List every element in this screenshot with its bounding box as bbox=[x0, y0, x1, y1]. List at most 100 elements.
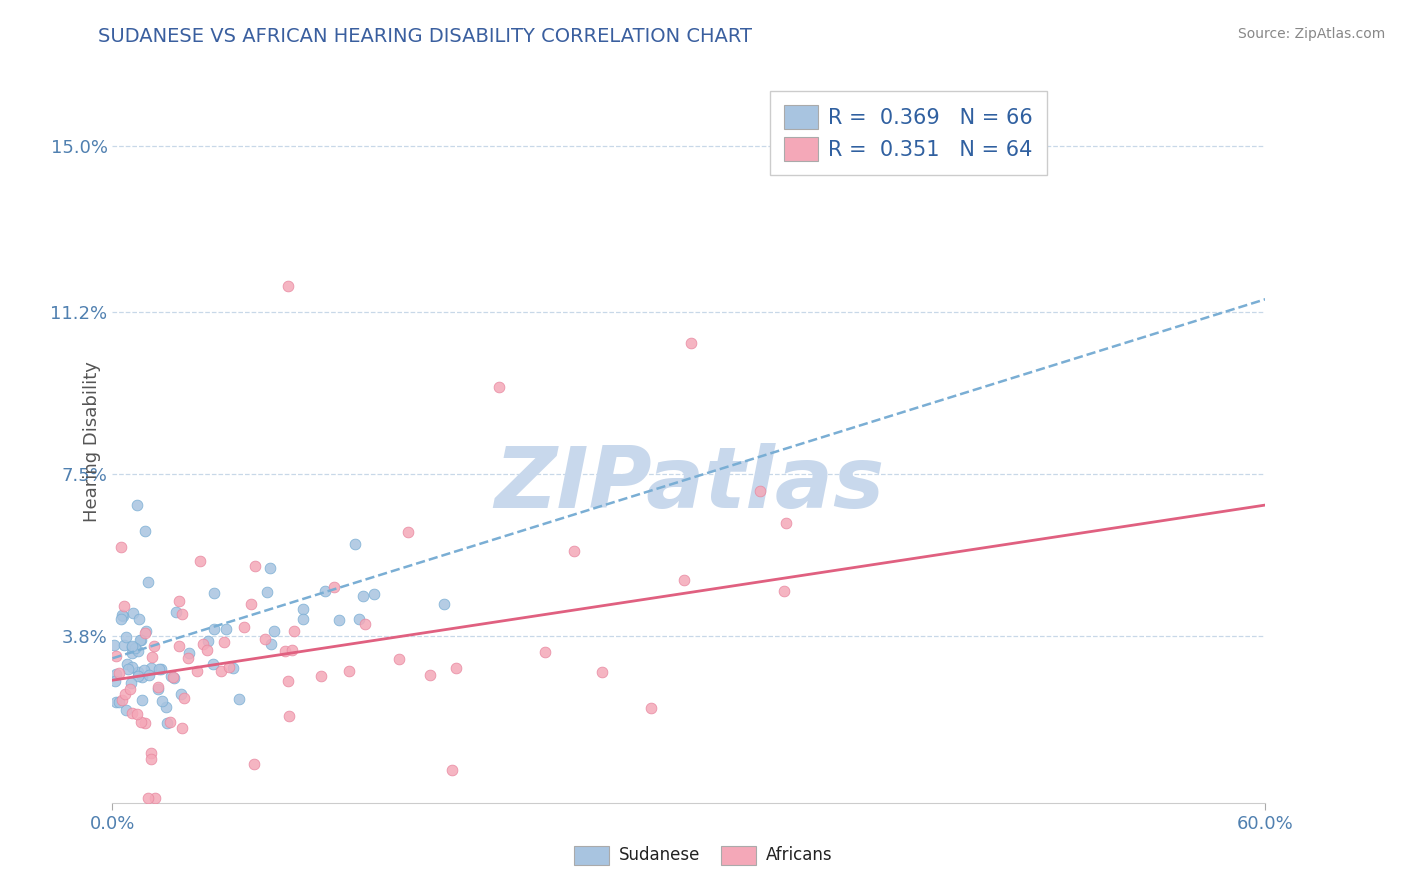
Point bbox=[110, 540, 132, 554]
Point bbox=[201, 657, 224, 671]
Point bbox=[253, 632, 276, 647]
Point bbox=[131, 670, 153, 684]
Point bbox=[107, 695, 129, 709]
Point bbox=[104, 673, 127, 688]
Point bbox=[640, 701, 662, 715]
Point bbox=[131, 693, 153, 707]
Point bbox=[143, 640, 166, 654]
Point bbox=[242, 757, 264, 772]
Point bbox=[148, 662, 170, 676]
Point bbox=[105, 649, 128, 664]
Point bbox=[160, 669, 183, 683]
Point bbox=[121, 646, 143, 660]
Point bbox=[121, 640, 143, 654]
Point bbox=[163, 671, 186, 685]
Point bbox=[679, 336, 702, 351]
Point bbox=[245, 559, 267, 574]
Point bbox=[191, 637, 214, 651]
Point bbox=[177, 651, 200, 665]
Point bbox=[135, 624, 157, 638]
Point bbox=[172, 607, 194, 621]
Point bbox=[114, 687, 136, 701]
Text: ZIPatlas: ZIPatlas bbox=[494, 443, 884, 526]
Point bbox=[127, 643, 149, 657]
Point bbox=[129, 633, 152, 648]
Point bbox=[103, 638, 125, 652]
Point bbox=[138, 668, 160, 682]
Point bbox=[127, 665, 149, 679]
Point bbox=[188, 554, 211, 568]
Point bbox=[388, 651, 411, 665]
Point bbox=[440, 763, 463, 777]
Point bbox=[283, 624, 305, 638]
Point bbox=[104, 695, 127, 709]
Point bbox=[167, 639, 190, 653]
Point bbox=[202, 622, 225, 636]
Point bbox=[263, 624, 285, 638]
Point bbox=[104, 666, 127, 681]
Point bbox=[155, 700, 177, 714]
Point bbox=[115, 630, 138, 644]
Point bbox=[214, 622, 236, 636]
Point bbox=[281, 643, 304, 657]
Point bbox=[323, 580, 346, 594]
Point bbox=[363, 587, 385, 601]
Point bbox=[141, 660, 163, 674]
Point bbox=[121, 659, 143, 673]
Point bbox=[170, 687, 193, 701]
Point bbox=[150, 694, 173, 708]
Point bbox=[354, 617, 377, 632]
Point bbox=[129, 633, 152, 648]
Point bbox=[314, 583, 336, 598]
Point bbox=[138, 575, 160, 590]
Point bbox=[195, 642, 218, 657]
FancyBboxPatch shape bbox=[721, 846, 756, 865]
Point bbox=[291, 602, 314, 616]
Point bbox=[143, 791, 166, 805]
Point bbox=[141, 649, 163, 664]
Point bbox=[209, 664, 232, 678]
Point bbox=[672, 573, 695, 587]
Point bbox=[749, 483, 772, 498]
Point bbox=[259, 561, 281, 575]
Point bbox=[179, 646, 201, 660]
Point bbox=[149, 662, 172, 676]
Point bbox=[111, 693, 134, 707]
Point bbox=[167, 594, 190, 608]
Point bbox=[120, 682, 142, 697]
Point bbox=[197, 633, 219, 648]
Point bbox=[121, 706, 143, 720]
Point bbox=[159, 714, 181, 729]
Point bbox=[156, 716, 179, 731]
Point bbox=[291, 611, 314, 625]
Point bbox=[212, 635, 235, 649]
Point bbox=[111, 608, 134, 623]
Point bbox=[114, 703, 136, 717]
Text: Source: ZipAtlas.com: Source: ZipAtlas.com bbox=[1237, 27, 1385, 41]
Point bbox=[128, 612, 150, 626]
Point bbox=[419, 667, 441, 681]
Point bbox=[125, 498, 148, 512]
Point bbox=[562, 544, 585, 558]
Point bbox=[115, 657, 138, 671]
Point bbox=[274, 644, 297, 658]
Point bbox=[111, 609, 134, 624]
Point bbox=[162, 670, 184, 684]
Point bbox=[352, 590, 374, 604]
Text: SUDANESE VS AFRICAN HEARING DISABILITY CORRELATION CHART: SUDANESE VS AFRICAN HEARING DISABILITY C… bbox=[98, 27, 752, 45]
Point bbox=[186, 664, 208, 678]
Text: Sudanese: Sudanese bbox=[619, 846, 700, 863]
Point bbox=[396, 524, 419, 539]
Point bbox=[134, 626, 156, 640]
Point bbox=[131, 714, 153, 729]
Point bbox=[117, 662, 139, 676]
Point bbox=[277, 279, 299, 293]
Point bbox=[132, 663, 155, 677]
Point bbox=[278, 708, 301, 723]
Point bbox=[112, 599, 135, 614]
Point bbox=[433, 597, 456, 611]
Point bbox=[134, 716, 156, 731]
Point bbox=[591, 665, 613, 679]
Point bbox=[347, 612, 370, 626]
Point bbox=[124, 641, 146, 656]
